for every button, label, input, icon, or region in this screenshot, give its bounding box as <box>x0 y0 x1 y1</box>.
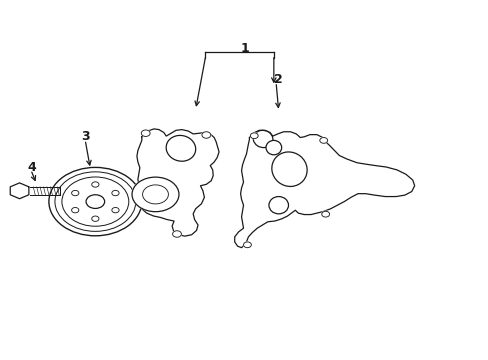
Polygon shape <box>10 183 29 199</box>
Circle shape <box>319 138 327 143</box>
Ellipse shape <box>166 135 195 161</box>
Text: 2: 2 <box>274 73 283 86</box>
Polygon shape <box>234 130 414 248</box>
Text: 4: 4 <box>27 161 36 174</box>
Circle shape <box>172 231 181 237</box>
Polygon shape <box>137 129 219 236</box>
Text: 3: 3 <box>81 130 90 143</box>
Ellipse shape <box>265 140 281 155</box>
Text: 1: 1 <box>240 42 248 55</box>
Ellipse shape <box>253 130 272 148</box>
Ellipse shape <box>271 152 306 186</box>
Ellipse shape <box>268 197 288 214</box>
Circle shape <box>49 167 142 236</box>
Circle shape <box>250 133 258 139</box>
Circle shape <box>132 177 179 212</box>
Circle shape <box>141 130 150 136</box>
Circle shape <box>321 211 329 217</box>
Circle shape <box>243 242 251 248</box>
Circle shape <box>202 132 210 138</box>
